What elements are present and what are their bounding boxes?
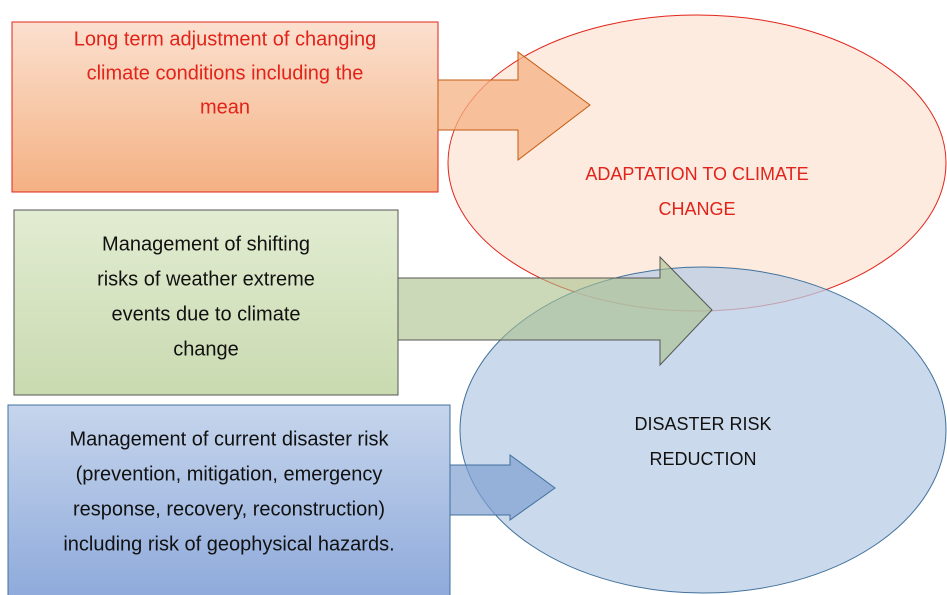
box-shifting: [13, 209, 399, 396]
box-text: Management of shifting: [102, 233, 310, 255]
arrow-3: [449, 454, 556, 521]
ellipse-text: CHANGE: [658, 199, 735, 219]
box-text: Long term adjustment of changing: [74, 28, 376, 50]
ellipse-text: REDUCTION: [650, 449, 757, 469]
box-text: including risk of geophysical hazards.: [63, 533, 394, 555]
box-text: climate conditions including the: [87, 62, 364, 84]
box-text: mean: [200, 96, 250, 118]
box-current: [7, 404, 451, 595]
box-text: risks of weather extreme: [97, 268, 315, 290]
ellipse-text: DISASTER RISK: [634, 414, 771, 434]
box-text: Management of current disaster risk: [69, 428, 389, 450]
arrow-1: [437, 51, 591, 162]
box-text: (prevention, mitigation, emergency: [76, 463, 383, 485]
ellipse-drr: [459, 266, 947, 594]
labels: Long term adjustment of changing climate …: [63, 28, 808, 555]
arrow-2: [397, 255, 713, 367]
box-long-term: [11, 21, 439, 193]
ellipse-text: ADAPTATION TO CLIMATE: [585, 164, 808, 184]
box-text: response, recovery, reconstruction): [73, 498, 385, 520]
box-text: change: [173, 338, 239, 360]
box-text: events due to climate: [112, 303, 301, 325]
